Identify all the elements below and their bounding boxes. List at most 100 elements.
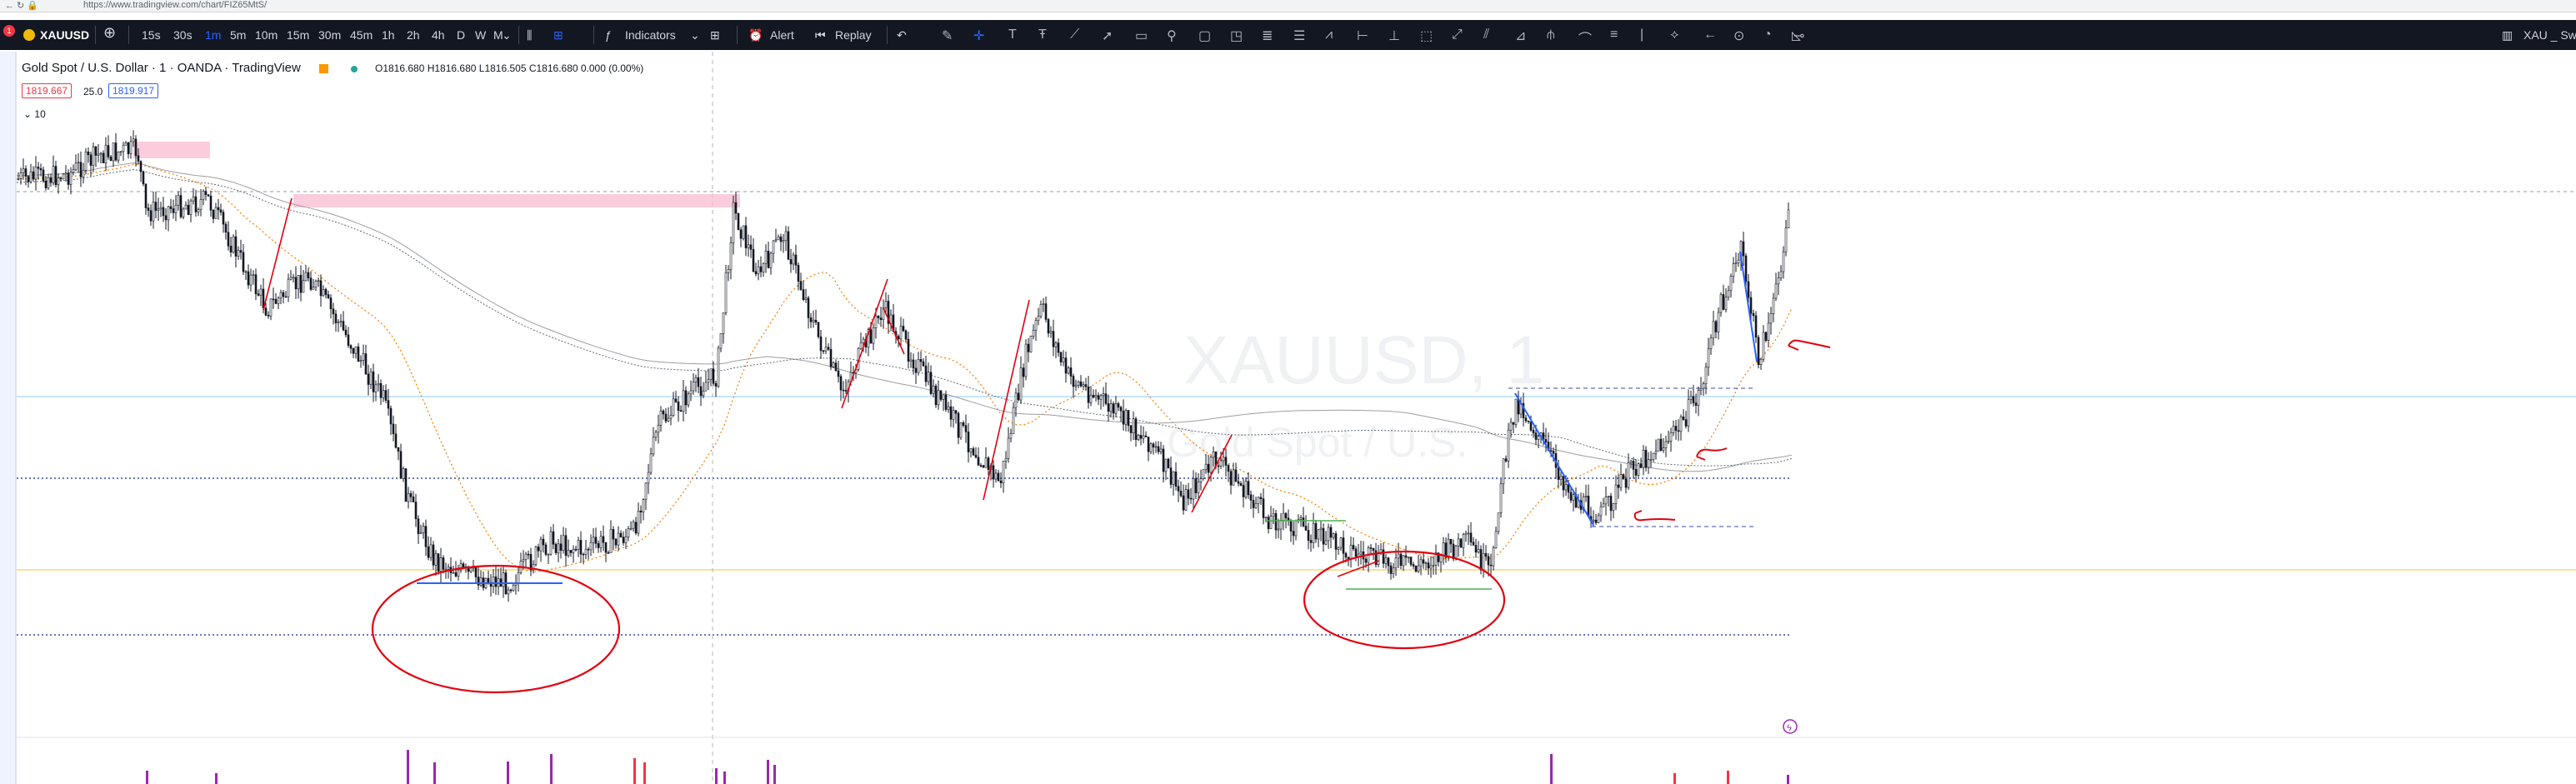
circle-tool-icon[interactable]: ⊙: [1733, 29, 1745, 43]
browser-address-bar[interactable]: ← ↻ 🔒 https://www.tradingview.com/chart/…: [0, 0, 2576, 12]
candle-body: [77, 162, 80, 164]
gann-tool-icon[interactable]: ≡: [1610, 27, 1618, 42]
candle-body: [1237, 481, 1240, 484]
interval-30m[interactable]: 30m: [318, 28, 342, 42]
candle-body: [1184, 489, 1188, 511]
replay-button[interactable]: Replay: [835, 28, 872, 42]
lightning-badge[interactable]: ϟ: [1783, 719, 1798, 734]
layout-icon[interactable]: ▥: [2502, 28, 2513, 42]
symbol-watermark: XAUUSD, 1 Gold Spot / U.S.: [1167, 322, 1544, 466]
horizontal-ray-icon[interactable]: ⊸: [1793, 29, 1805, 43]
candle-body: [24, 168, 28, 177]
candle-body: [592, 537, 595, 543]
candle-body: [807, 297, 810, 318]
fib-channel-icon[interactable]: ☰: [1293, 29, 1306, 43]
candle-body: [214, 207, 218, 219]
interval-1h[interactable]: 1h: [382, 28, 395, 42]
interval-45m[interactable]: 45m: [350, 28, 373, 42]
cursor-icon[interactable]: ➚: [1102, 29, 1113, 43]
alert-button[interactable]: Alert: [770, 28, 794, 42]
trend-line-icon[interactable]: ⟋: [1070, 27, 1080, 42]
candle-body: [309, 277, 313, 290]
arc-tool-icon[interactable]: ⌒: [1578, 32, 1593, 47]
interval-dropdown-icon[interactable]: ⌄: [502, 28, 512, 42]
candle-body: [252, 274, 255, 277]
ray-tool-icon[interactable]: ⤢: [1452, 27, 1463, 42]
candle-body: [364, 353, 368, 375]
brush-tool-icon[interactable]: ✎: [942, 29, 953, 43]
interval-4h[interactable]: 4h: [432, 28, 445, 42]
interval-15m[interactable]: 15m: [287, 28, 310, 42]
browser-nav-icons[interactable]: ← ↻ 🔒: [5, 1, 39, 11]
interval-30s[interactable]: 30s: [173, 28, 193, 42]
candle-body: [679, 410, 683, 412]
callout-icon[interactable]: ▭: [1135, 29, 1148, 43]
buy-price-button[interactable]: 1819.917: [108, 83, 159, 98]
interval-2h[interactable]: 2h: [407, 28, 420, 42]
cross-line-icon[interactable]: ⟡: [1670, 27, 1679, 42]
note-icon[interactable]: ▢: [1198, 29, 1212, 43]
triangle-tool-icon[interactable]: ◺: [1792, 28, 1801, 42]
candle-body: [342, 321, 345, 331]
candle-body: [1159, 448, 1163, 452]
vertical-line-icon[interactable]: |: [1640, 27, 1644, 42]
pitchfork-icon[interactable]: ⫛: [1547, 27, 1555, 42]
interval-D[interactable]: D: [457, 28, 466, 42]
bar-style-icon[interactable]: ⫼: [527, 28, 533, 42]
candle-body: [799, 281, 803, 290]
fib-retracement-icon[interactable]: ≣: [1262, 29, 1273, 43]
rectangle-tool-icon[interactable]: ⬚: [1420, 29, 1433, 43]
pattern-icon[interactable]: ⩘: [1325, 27, 1333, 42]
chart-layout-name[interactable]: XAU _ Sw: [2523, 28, 2576, 42]
date-range-icon[interactable]: ⊢: [1357, 29, 1368, 43]
candle-body: [1784, 227, 1788, 252]
flag-icon[interactable]: [319, 64, 328, 73]
indicators-dropdown-icon[interactable]: ⌄: [690, 28, 700, 42]
alert-icon[interactable]: ⏰: [748, 28, 763, 42]
url-text[interactable]: https://www.tradingview.com/chart/FIZ65M…: [83, 0, 268, 10]
highlighter-icon[interactable]: ◔: [1763, 27, 1772, 42]
layout-templates-icon[interactable]: ⊞: [710, 28, 720, 42]
replay-icon[interactable]: ⏮: [815, 28, 826, 42]
chart-title[interactable]: Gold Spot / U.S. Dollar · 1 · OANDA · Tr…: [22, 61, 301, 75]
pin-icon[interactable]: ⚲: [1167, 29, 1177, 43]
candle-body: [159, 207, 163, 210]
candle-body: [1082, 384, 1085, 387]
candle-body: [1754, 315, 1758, 338]
comment-icon[interactable]: ◳: [1230, 29, 1243, 43]
interval-M[interactable]: M: [493, 28, 503, 42]
candle-body: [642, 499, 645, 512]
red-arrow-annotation: [1633, 510, 1676, 522]
interval-5m[interactable]: 5m: [230, 28, 247, 42]
indicators-button[interactable]: Indicators: [625, 28, 676, 42]
interval-10m[interactable]: 10m: [255, 28, 278, 42]
projection-icon[interactable]: ⊿: [1515, 29, 1527, 43]
candle-body: [742, 225, 745, 239]
interval-W[interactable]: W: [475, 28, 487, 42]
candle-body: [764, 251, 768, 264]
interval-15s[interactable]: 15s: [142, 28, 161, 42]
candle-body: [732, 202, 735, 243]
compare-add-icon[interactable]: ⊕: [103, 24, 117, 41]
symbol-search-button[interactable]: XAUUSD: [40, 28, 90, 42]
legend-collapse-button[interactable]: ⌄ 10: [23, 108, 46, 120]
arrow-tool-icon[interactable]: ←: [1703, 27, 1717, 42]
candle-body: [1742, 241, 1745, 257]
crosshair-tool-icon[interactable]: ✛: [973, 29, 985, 43]
sell-price-button[interactable]: 1819.667: [22, 83, 73, 98]
price-range-icon[interactable]: ⊥: [1388, 29, 1400, 43]
undo-icon[interactable]: ↶: [897, 28, 907, 42]
text-tool-icon[interactable]: T: [1008, 27, 1017, 42]
candle-body: [1189, 497, 1193, 500]
candle-body: [777, 236, 780, 241]
candle-body: [567, 550, 570, 557]
candle-body: [727, 269, 730, 273]
notification-badge-icon[interactable]: 1: [3, 25, 15, 37]
candle-body: [47, 177, 50, 188]
channel-tool-icon[interactable]: ⫽: [1483, 27, 1490, 42]
interval-1m[interactable]: 1m: [205, 28, 222, 42]
anchored-text-icon[interactable]: Ŧ: [1038, 27, 1047, 42]
candles-icon[interactable]: ⊞: [553, 28, 563, 42]
indicators-icon[interactable]: ƒ: [605, 28, 612, 42]
